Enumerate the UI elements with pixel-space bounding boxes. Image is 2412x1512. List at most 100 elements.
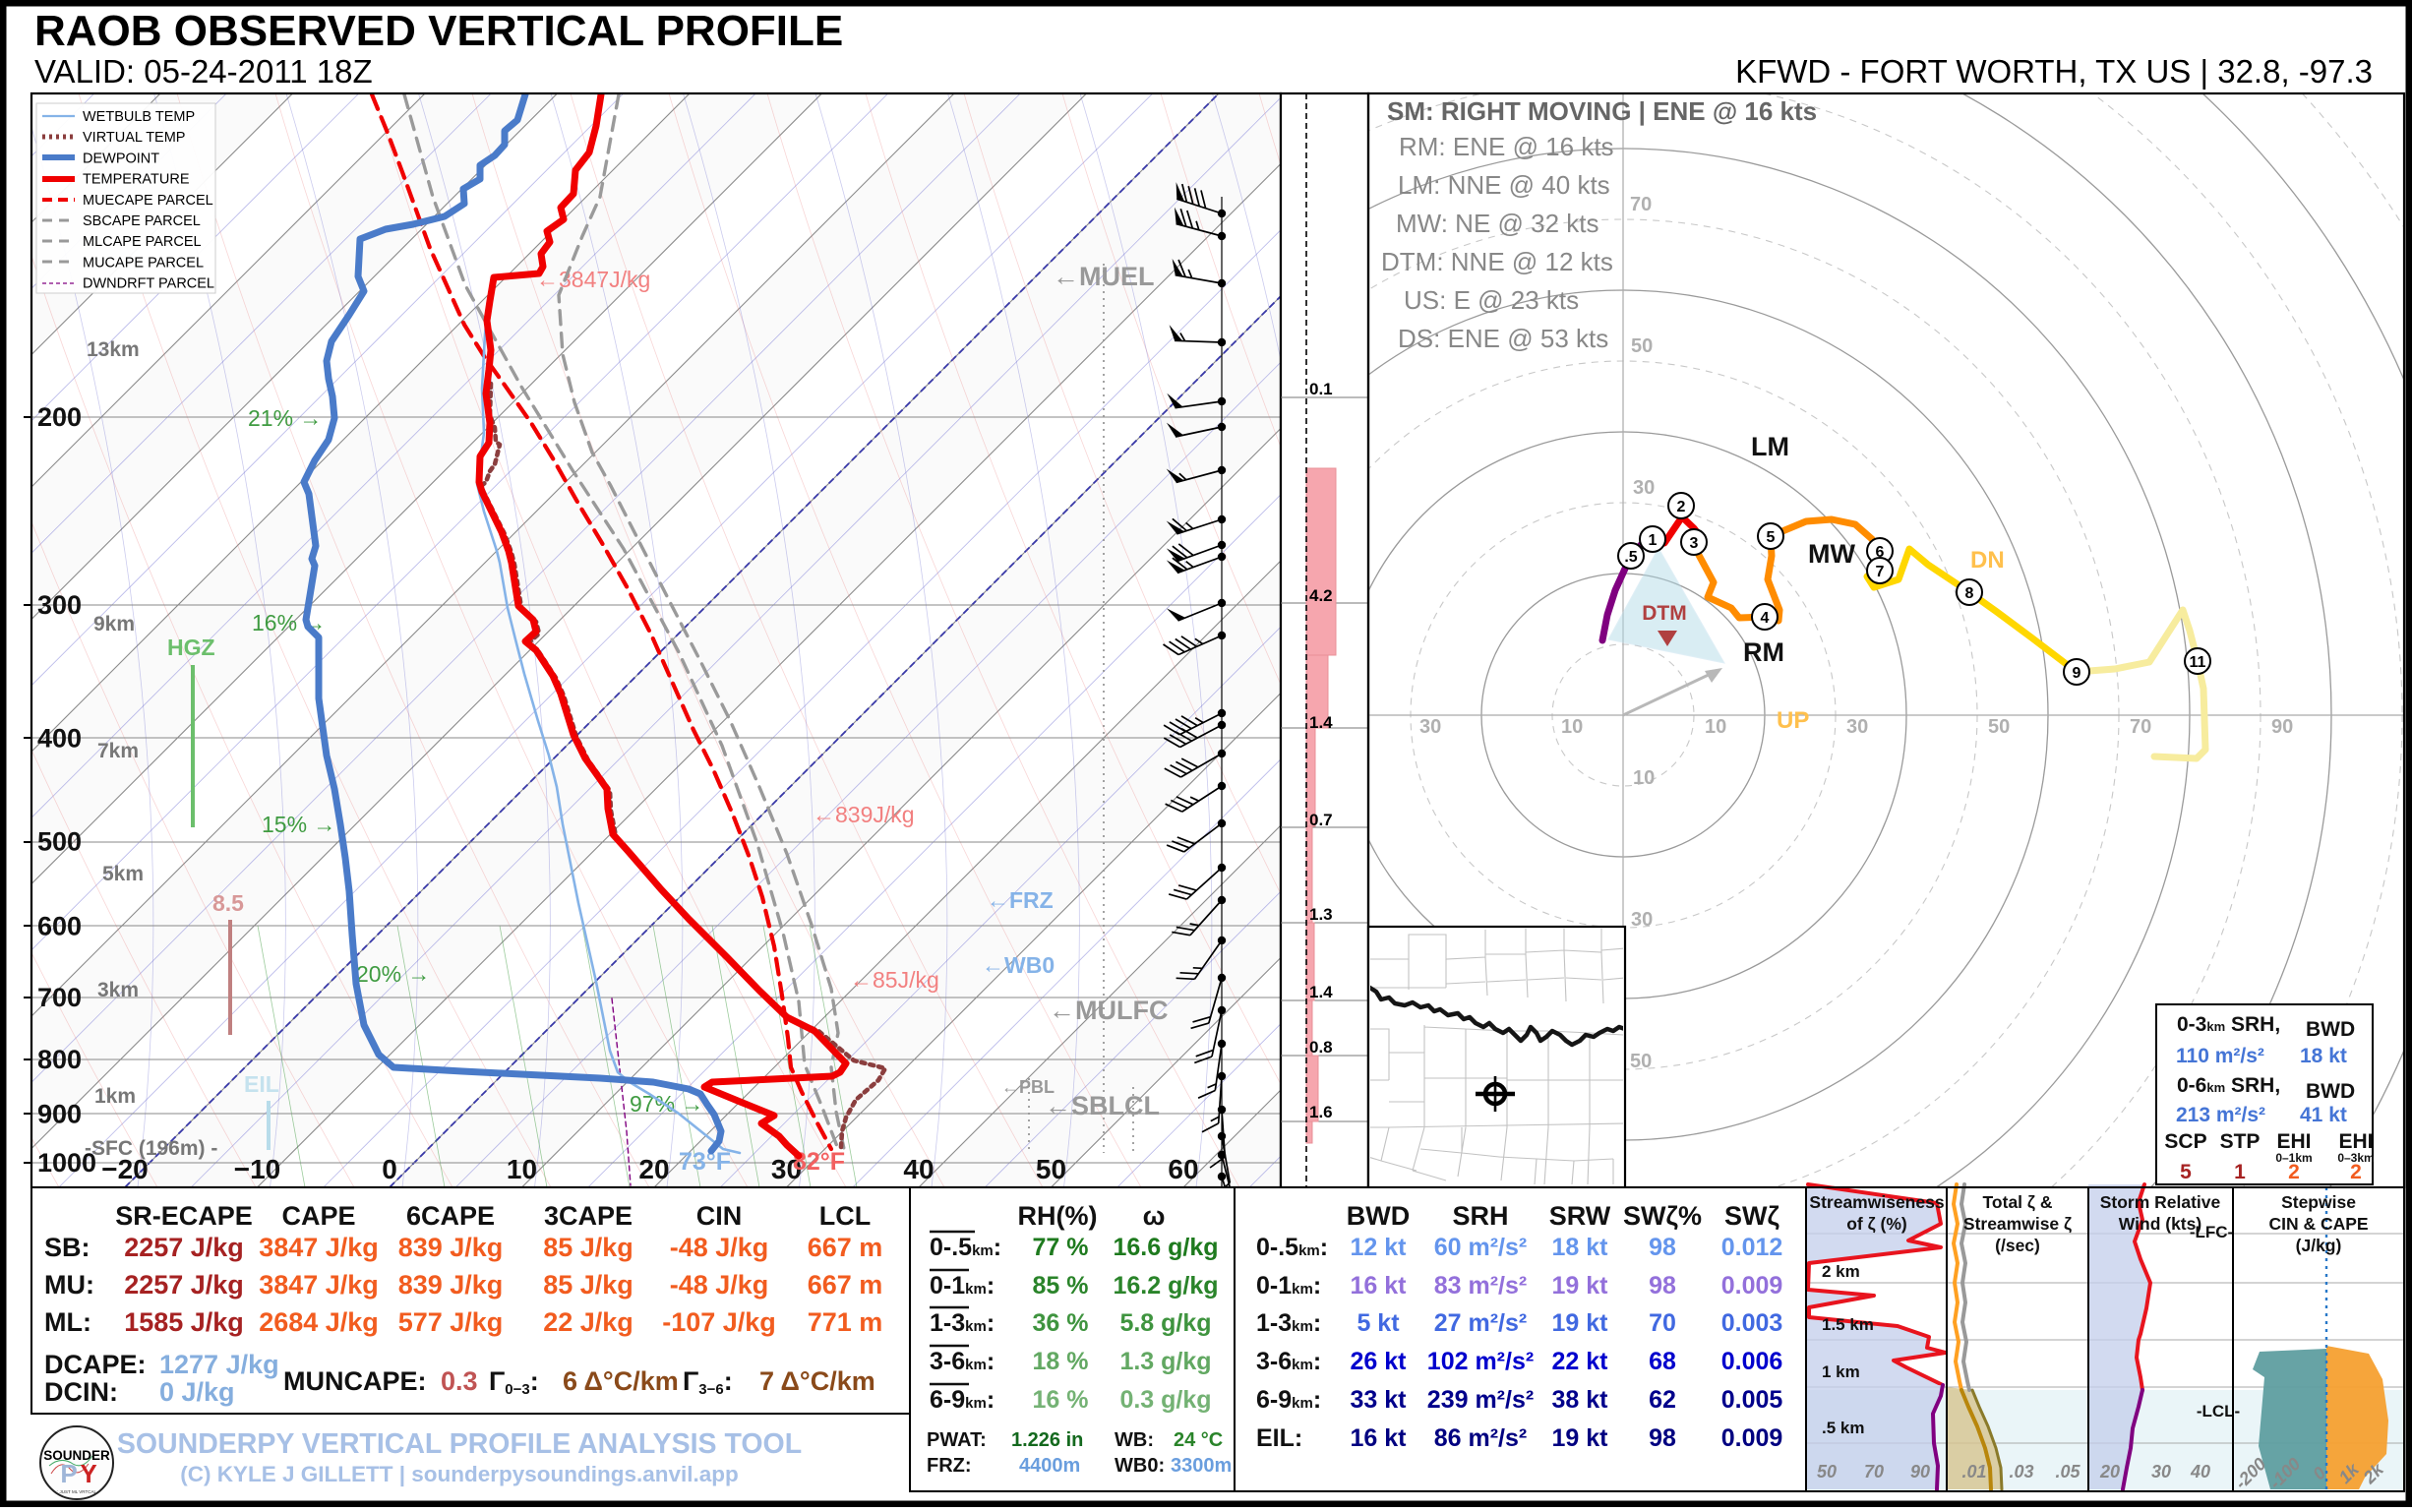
svg-text:20% →: 20% → xyxy=(356,961,430,987)
svg-text:50: 50 xyxy=(1817,1462,1837,1482)
svg-text:WB0:: WB0: xyxy=(1115,1455,1165,1477)
svg-text:5km: 5km xyxy=(102,863,144,885)
svg-text:-48 J/kg: -48 J/kg xyxy=(670,1233,769,1262)
svg-text:DS: ENE @ 53 kts: DS: ENE @ 53 kts xyxy=(1398,324,1608,353)
svg-text:2257 J/kg: 2257 J/kg xyxy=(124,1270,244,1300)
svg-text:40: 40 xyxy=(903,1154,934,1184)
svg-text:10: 10 xyxy=(1705,716,1726,738)
svg-text:1.4: 1.4 xyxy=(1309,713,1333,732)
svg-text:30: 30 xyxy=(1633,477,1655,499)
svg-text:CAPE: CAPE xyxy=(281,1201,355,1231)
svg-text:1.6: 1.6 xyxy=(1309,1103,1333,1121)
svg-text:16 kt: 16 kt xyxy=(1351,1424,1408,1452)
svg-text:-LCL-: -LCL- xyxy=(2197,1402,2240,1421)
svg-text:4: 4 xyxy=(1761,610,1770,627)
svg-text:0-3km SRH,: 0-3km SRH, xyxy=(2177,1013,2280,1036)
svg-text:Streamwiseness: Streamwiseness xyxy=(1809,1192,1944,1212)
svg-text:12 kt: 12 kt xyxy=(1351,1234,1408,1261)
svg-text:P: P xyxy=(60,1459,77,1488)
svg-text:−20: −20 xyxy=(101,1154,149,1184)
svg-text:HGZ: HGZ xyxy=(167,635,215,660)
svg-text:7km: 7km xyxy=(97,740,139,762)
svg-text:SOUNDER: SOUNDER xyxy=(43,1448,110,1463)
svg-text:BWD: BWD xyxy=(2306,1080,2355,1103)
svg-text:-SFC (196m) -: -SFC (196m) - xyxy=(85,1137,217,1160)
svg-text:0-.5km:: 0-.5km: xyxy=(1256,1234,1328,1261)
svg-text:300: 300 xyxy=(37,590,82,620)
svg-text:SOUNDERPY VERTICAL PROFILE ANA: SOUNDERPY VERTICAL PROFILE ANALYSIS TOOL xyxy=(117,1428,802,1460)
svg-text:←FRZ: ←FRZ xyxy=(987,887,1054,913)
svg-text:1km: 1km xyxy=(94,1085,136,1108)
svg-text:2: 2 xyxy=(2288,1161,2300,1183)
svg-text:667 m: 667 m xyxy=(808,1233,883,1262)
svg-text:577 J/kg: 577 J/kg xyxy=(398,1307,504,1337)
svg-text:10: 10 xyxy=(1633,767,1655,789)
svg-text:40: 40 xyxy=(2190,1462,2210,1482)
svg-text:15% →: 15% → xyxy=(262,812,335,837)
svg-text:16 %: 16 % xyxy=(1033,1386,1089,1414)
svg-text:97% →: 97% → xyxy=(630,1091,703,1117)
svg-text:30: 30 xyxy=(1846,716,1868,738)
svg-text:24 °C: 24 °C xyxy=(1174,1429,1223,1451)
svg-text:1.3 g/kg: 1.3 g/kg xyxy=(1119,1348,1211,1375)
svg-text:667 m: 667 m xyxy=(808,1270,883,1300)
svg-text:2: 2 xyxy=(2350,1161,2362,1183)
svg-text:0.3 g/kg: 0.3 g/kg xyxy=(1119,1386,1211,1414)
svg-text:2: 2 xyxy=(1677,499,1686,515)
svg-text:(C) KYLE J GILLETT | sounderpy: (C) KYLE J GILLETT | sounderpysoundings.… xyxy=(180,1462,739,1486)
svg-text:85 J/kg: 85 J/kg xyxy=(543,1233,633,1262)
svg-text:1.4: 1.4 xyxy=(1309,983,1333,1001)
svg-text:68: 68 xyxy=(1649,1348,1676,1375)
svg-text:Wind (kts): Wind (kts) xyxy=(2119,1214,2201,1234)
svg-text:SWζ: SWζ xyxy=(1724,1201,1779,1231)
svg-text:−10: −10 xyxy=(234,1154,281,1184)
svg-text:60 m²/s²: 60 m²/s² xyxy=(1434,1234,1527,1261)
svg-text:98: 98 xyxy=(1649,1272,1676,1300)
svg-text:50: 50 xyxy=(1631,335,1653,357)
svg-text:16 kt: 16 kt xyxy=(1351,1272,1408,1300)
svg-text:←WB0: ←WB0 xyxy=(982,952,1055,978)
svg-text:1585 J/kg: 1585 J/kg xyxy=(124,1307,244,1337)
svg-text:1277 J/kg: 1277 J/kg xyxy=(159,1350,279,1379)
svg-text:FRZ:: FRZ: xyxy=(927,1455,972,1477)
svg-text:5: 5 xyxy=(1767,529,1776,546)
svg-text:18 kt: 18 kt xyxy=(1552,1234,1609,1261)
svg-text:-107 J/kg: -107 J/kg xyxy=(662,1307,776,1337)
svg-text:700: 700 xyxy=(37,983,82,1012)
svg-text:5.8 g/kg: 5.8 g/kg xyxy=(1119,1309,1211,1337)
svg-text:←PBL: ←PBL xyxy=(1001,1077,1055,1097)
svg-text:85 %: 85 % xyxy=(1033,1272,1089,1300)
svg-text:41 kt: 41 kt xyxy=(2300,1104,2347,1126)
svg-text:BWD: BWD xyxy=(1347,1201,1410,1231)
svg-text:Streamwise ζ: Streamwise ζ xyxy=(1963,1214,2072,1235)
svg-text:50: 50 xyxy=(1988,716,2010,738)
svg-text:EHI: EHI xyxy=(2276,1130,2311,1153)
svg-text:900: 900 xyxy=(37,1099,82,1128)
svg-text:-48 J/kg: -48 J/kg xyxy=(670,1270,769,1300)
svg-text:102 m²/s²: 102 m²/s² xyxy=(1427,1348,1534,1375)
svg-text:27 m²/s²: 27 m²/s² xyxy=(1434,1309,1527,1337)
svg-text:18 kt: 18 kt xyxy=(2300,1045,2347,1067)
svg-text:7 Δ°C/km: 7 Δ°C/km xyxy=(759,1366,875,1396)
svg-text:WB:: WB: xyxy=(1115,1429,1154,1451)
svg-text:11: 11 xyxy=(2190,654,2206,671)
svg-text:ML:: ML: xyxy=(44,1307,91,1337)
svg-text:DTM: NNE @ 12 kts: DTM: NNE @ 12 kts xyxy=(1381,247,1613,276)
svg-text:800: 800 xyxy=(37,1045,82,1074)
svg-text:2684 J/kg: 2684 J/kg xyxy=(259,1307,379,1337)
svg-text:CIN: CIN xyxy=(696,1201,743,1231)
svg-text:Storm Relative: Storm Relative xyxy=(2100,1192,2221,1212)
svg-text:1000: 1000 xyxy=(37,1148,96,1178)
svg-text:20: 20 xyxy=(2099,1462,2120,1482)
svg-text:US: E @ 23 kts: US: E @ 23 kts xyxy=(1404,285,1579,315)
svg-text:16.6 g/kg: 16.6 g/kg xyxy=(1114,1234,1219,1261)
svg-text:73°F: 73°F xyxy=(679,1148,731,1176)
svg-text:98: 98 xyxy=(1649,1234,1676,1261)
svg-text:TEMPERATURE: TEMPERATURE xyxy=(83,172,190,188)
svg-text:3CAPE: 3CAPE xyxy=(544,1201,633,1231)
svg-text:110 m²/s²: 110 m²/s² xyxy=(2176,1045,2264,1067)
svg-text:MLCAPE PARCEL: MLCAPE PARCEL xyxy=(83,234,202,250)
svg-text:(J/kg): (J/kg) xyxy=(2296,1236,2342,1255)
svg-text:Y: Y xyxy=(80,1459,96,1488)
svg-text:MU:: MU: xyxy=(44,1270,94,1300)
